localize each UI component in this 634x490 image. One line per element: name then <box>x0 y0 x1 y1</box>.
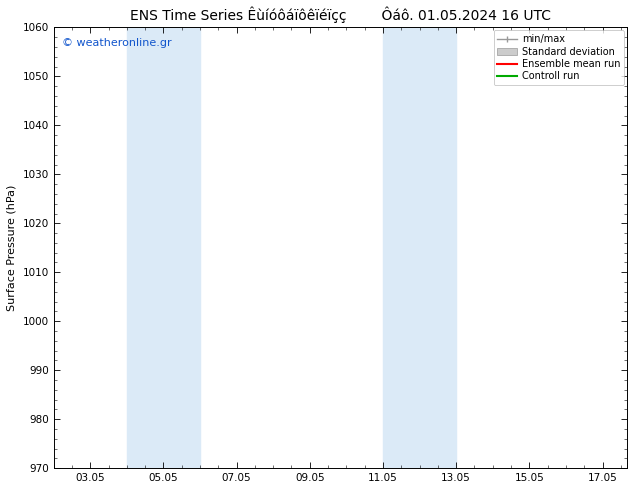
Title: ENS Time Series Êùíóôáïôêïéïçç        Ôáô. 01.05.2024 16 UTC: ENS Time Series Êùíóôáïôêïéïçç Ôáô. 01.0… <box>130 7 551 24</box>
Legend: min/max, Standard deviation, Ensemble mean run, Controll run: min/max, Standard deviation, Ensemble me… <box>493 30 624 85</box>
Bar <box>127 27 200 468</box>
Y-axis label: Surface Pressure (hPa): Surface Pressure (hPa) <box>7 185 17 311</box>
Text: © weatheronline.gr: © weatheronline.gr <box>62 38 172 49</box>
Bar <box>383 27 456 468</box>
